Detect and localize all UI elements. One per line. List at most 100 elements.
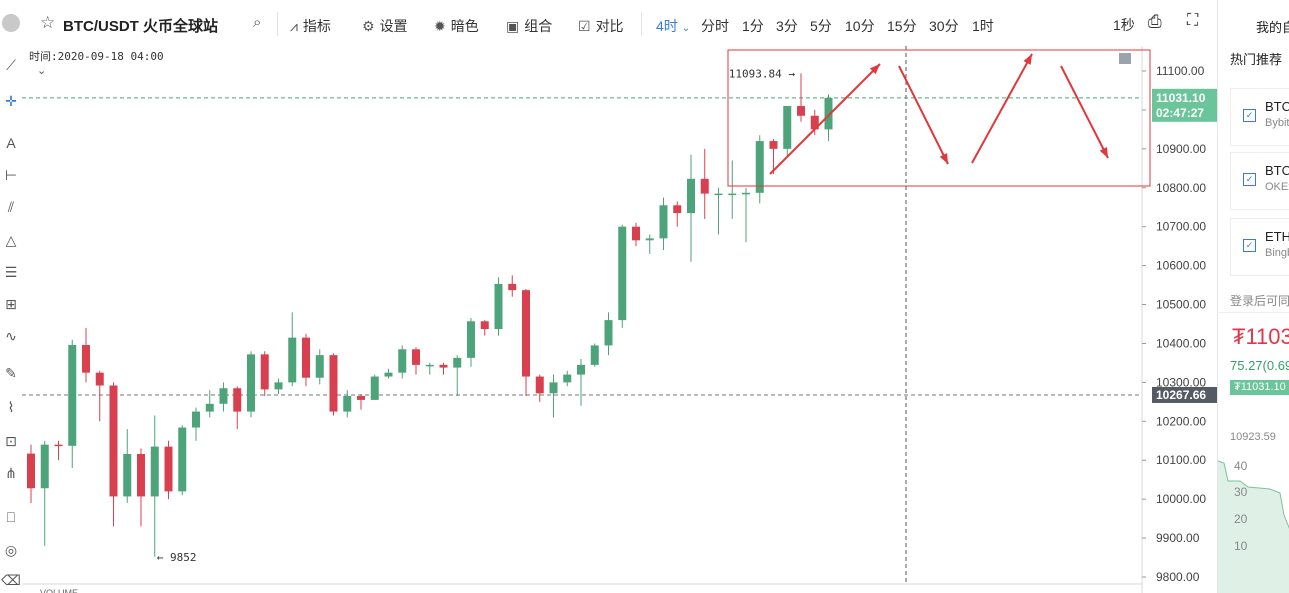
candle-body — [412, 349, 420, 365]
candle-body — [439, 364, 448, 368]
recommend-card[interactable]: ✓ ETH Bingbon — [1230, 218, 1289, 276]
period-option[interactable]: 30分 — [929, 18, 959, 34]
checkbox-icon[interactable]: ✓ — [1243, 173, 1256, 186]
candle-body — [604, 320, 613, 346]
period-option[interactable]: 分时 — [701, 18, 729, 34]
candle-body — [329, 355, 338, 412]
fullscreen-icon[interactable]: ⛶ — [1187, 12, 1199, 29]
divider — [1218, 312, 1289, 313]
eye-icon[interactable]: ◎ — [4, 542, 18, 558]
period-option[interactable]: 3分 — [776, 18, 798, 34]
expand-icon[interactable] — [1119, 53, 1131, 64]
candle-body — [673, 205, 682, 214]
annotation-arrow-down-head — [939, 153, 948, 164]
annotation-arrow-up-head — [869, 64, 880, 75]
divider — [277, 12, 278, 36]
trash-icon[interactable]: ⌫ — [1, 572, 21, 588]
mini-tick: 30 — [1234, 485, 1248, 499]
mini-chart: 40 30 20 10 — [1218, 459, 1289, 593]
candle-body — [398, 349, 407, 373]
text-tool-icon[interactable]: A — [6, 135, 16, 151]
candle-body — [549, 382, 558, 394]
grid-tool-icon[interactable]: ⊞ — [5, 296, 17, 312]
period-option[interactable]: 1时 — [972, 18, 994, 34]
compare-icon: ☑ — [578, 18, 591, 34]
candle-body — [535, 376, 544, 394]
recommend-card[interactable]: ✓ BTC Bybit — [1230, 88, 1289, 146]
triangle-tool-icon[interactable]: △ — [5, 232, 17, 248]
candle-body — [205, 403, 214, 412]
brush-icon[interactable]: ⌇ — [7, 399, 15, 415]
crosshair-icon[interactable]: ✛ — [5, 93, 17, 109]
period-active[interactable]: 4时 ⌄ — [656, 18, 691, 34]
hline-tool-icon[interactable]: ⊢ — [4, 167, 18, 183]
channel-tool-icon[interactable]: ☰ — [4, 264, 18, 280]
lock-icon[interactable]: ⊡ — [5, 433, 17, 449]
card-name: ETH — [1265, 229, 1289, 244]
compare-button[interactable]: ☑ 对比 — [578, 18, 624, 34]
price-tick-label: 10500.00 — [1156, 298, 1206, 312]
reference-price-value: 10267.66 — [1156, 388, 1206, 402]
candle-body — [370, 376, 379, 400]
camera-icon[interactable]: ⎙ — [1148, 12, 1162, 31]
checkbox-icon[interactable]: ✓ — [1243, 239, 1256, 252]
candle-body — [590, 345, 599, 365]
candle-body — [54, 444, 63, 447]
candle-body — [68, 345, 77, 446]
refresh-rate[interactable]: 1秒 — [1113, 17, 1135, 33]
candle-body — [728, 193, 737, 196]
price-tick-label: 10200.00 — [1156, 414, 1206, 428]
search-icon[interactable]: ⌕ — [253, 14, 262, 31]
candle-body — [783, 106, 792, 149]
login-hint: 登录后可同步 — [1230, 294, 1289, 308]
candle-body — [824, 97, 833, 130]
tab-watchlist[interactable]: 我的自选 — [1256, 20, 1289, 35]
kline-chart[interactable]: 11100.0011000.0010900.0010800.0010700.00… — [22, 46, 1217, 593]
magnet-icon[interactable]: ⋔ — [5, 465, 17, 481]
price-tick-label: 10700.00 — [1156, 220, 1206, 234]
candle-body — [164, 446, 173, 492]
period-option[interactable]: 1分 — [742, 18, 764, 34]
mini-tick: 40 — [1234, 459, 1248, 473]
candle-countdown: 02:47:27 — [1156, 106, 1204, 120]
mini-tick: 10 — [1234, 539, 1248, 553]
candle-body — [453, 357, 462, 368]
price-change: 75.27(0.69%) — [1230, 358, 1289, 373]
candle-body — [288, 337, 297, 383]
annotation-rectangle[interactable] — [727, 49, 1151, 187]
candle-body — [714, 193, 723, 196]
collapse-chevron-icon[interactable]: ⌄ — [37, 65, 47, 77]
price-tick-label: 10600.00 — [1156, 259, 1206, 273]
settings-button[interactable]: ⚙ 设置 — [362, 18, 408, 34]
candle-body — [109, 385, 118, 497]
checkbox-icon[interactable]: ✓ — [1243, 109, 1256, 122]
drawing-toolbar: ⟋ ✛ A ⊢ ⫽ △ ☰ ⊞ ∿ ✎ ⌇ ⊡ ⋔ ⎕ ◎ ⌫ — [0, 46, 23, 593]
candle-body — [687, 178, 695, 214]
candle-body — [769, 141, 778, 149]
line-tool-icon[interactable]: ⟋ — [6, 57, 16, 73]
current-price-badge — [1152, 88, 1217, 122]
candle-body — [645, 238, 654, 241]
candle-body — [659, 205, 668, 239]
high-price-label: 11093.84 → — [729, 67, 796, 80]
indicator-icon: ⩘ — [290, 18, 298, 34]
period-option[interactable]: 10分 — [845, 18, 875, 34]
recommend-card[interactable]: ✓ BTC OKEx — [1230, 152, 1289, 210]
period-option[interactable]: 5分 — [810, 18, 832, 34]
combo-button[interactable]: ▣ 组合 — [506, 18, 553, 34]
symbol-title[interactable]: BTC/USDT 火币全球站 — [63, 18, 218, 35]
candle-body — [260, 354, 269, 390]
period-option[interactable]: 15分 — [887, 18, 917, 34]
theme-button[interactable]: ✹ 暗色 — [434, 18, 479, 34]
bookmark-icon[interactable]: ⎕ — [6, 509, 16, 525]
fib-tool-icon[interactable]: ⫽ — [7, 199, 15, 215]
annotation-arrow-down — [898, 65, 949, 165]
favorite-star-icon[interactable]: ☆ — [40, 13, 56, 32]
pattern-tool-icon[interactable]: ∿ — [5, 328, 17, 344]
ruler-icon[interactable]: ✎ — [5, 365, 17, 381]
hot-recommend-title: 热门推荐 — [1230, 52, 1283, 67]
candle-body — [742, 192, 750, 195]
candle-body — [632, 226, 640, 241]
candle-body — [82, 345, 90, 373]
indicator-button[interactable]: ⩘ 指标 — [290, 18, 331, 34]
